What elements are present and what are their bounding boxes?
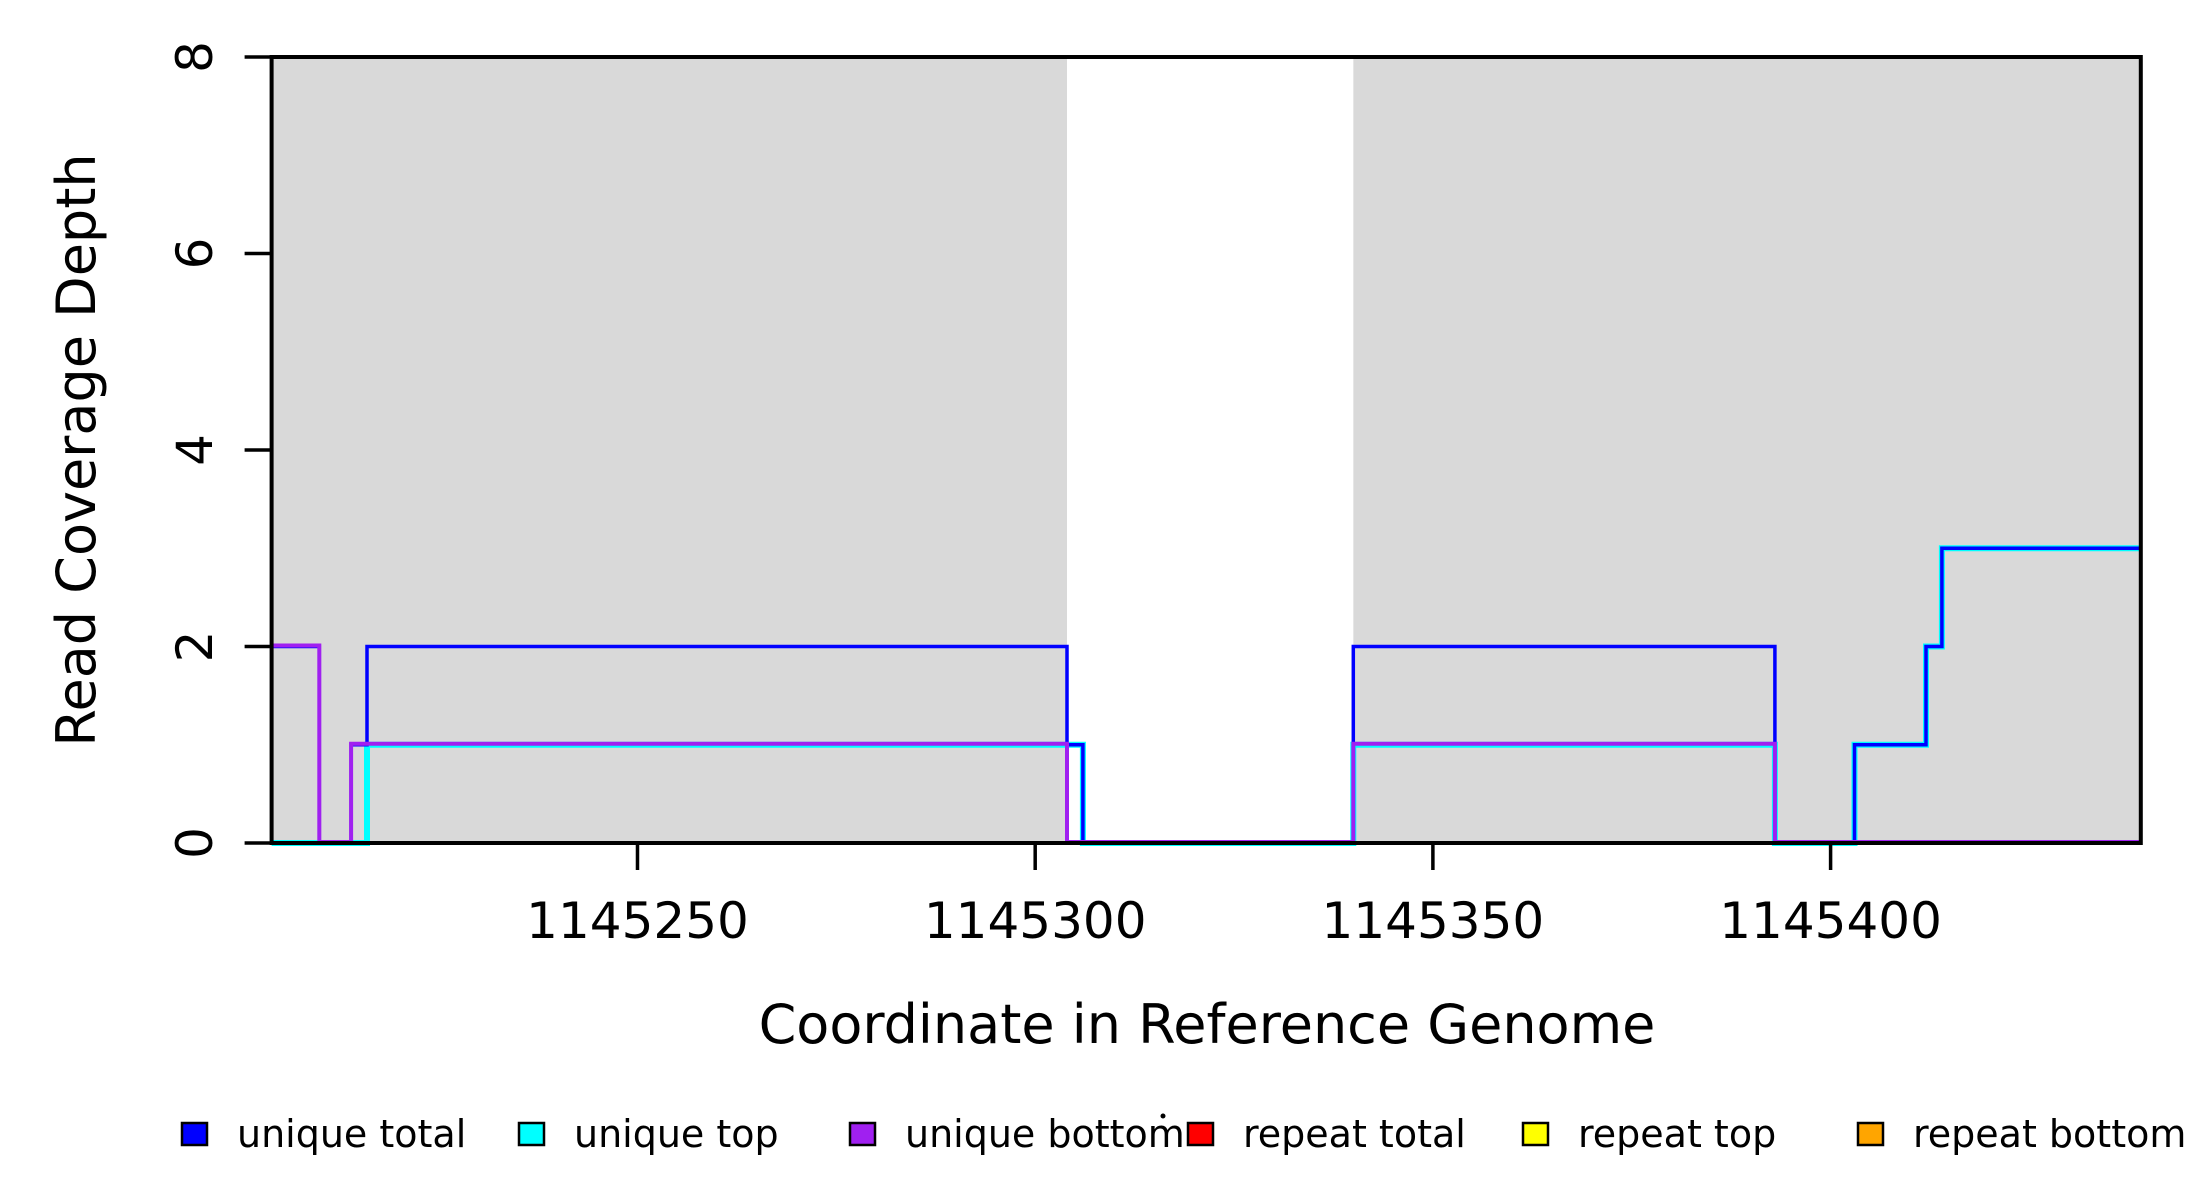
- y-tick-label: 6: [166, 238, 224, 270]
- legend-item-repeat-bottom: repeat bottom: [1856, 1112, 2186, 1156]
- y-tick-label: 8: [166, 41, 224, 73]
- series-line-unique-bottom: [271, 643, 2141, 844]
- legend-label: repeat bottom: [1913, 1112, 2186, 1156]
- legend-swatch: [1856, 1121, 1885, 1147]
- x-tick-label: 1145250: [526, 892, 749, 950]
- y-tick-label: 2: [166, 631, 224, 663]
- covered-region-2: [1353, 57, 2141, 843]
- stray-mark: [1160, 1113, 1166, 1119]
- legend-label: unique top: [574, 1112, 779, 1156]
- legend-label: unique total: [237, 1112, 466, 1156]
- decorations-layer: [1160, 1113, 1166, 1119]
- legend-swatch: [1521, 1121, 1550, 1147]
- legend: unique total unique top unique bottom repea…: [180, 1112, 2186, 1156]
- legend-swatch: [848, 1121, 877, 1147]
- legend-swatch: [1186, 1121, 1215, 1147]
- legend-item-repeat-total: repeat total: [1186, 1112, 1466, 1156]
- x-tick-label: 1145300: [924, 892, 1147, 950]
- y-axis-title: Read Coverage Depth: [45, 153, 108, 746]
- legend-swatch: [180, 1121, 209, 1147]
- legend-item-unique-bottom: unique bottom: [848, 1112, 1185, 1156]
- legend-label: repeat top: [1578, 1112, 1776, 1156]
- legend-item-unique-total: unique total: [180, 1112, 466, 1156]
- legend-item-unique-top: unique top: [517, 1112, 779, 1156]
- covered-region-1: [271, 57, 1068, 843]
- shaded-regions-layer: [271, 57, 2141, 843]
- x-axis-title: Coordinate in Reference Genome: [759, 993, 1656, 1056]
- y-tick-label: 4: [166, 434, 224, 466]
- legend-label: unique bottom: [905, 1112, 1185, 1156]
- tick-layer: 1145250 1145300 1145350 1145400 0 2 4 6 8: [166, 41, 1942, 950]
- x-tick-label: 1145400: [1719, 892, 1942, 950]
- x-tick-label: 1145350: [1322, 892, 1545, 950]
- legend-label: repeat total: [1243, 1112, 1466, 1156]
- legend-item-repeat-top: repeat top: [1521, 1112, 1776, 1156]
- y-tick-label: 0: [166, 827, 224, 859]
- legend-swatch: [517, 1121, 546, 1147]
